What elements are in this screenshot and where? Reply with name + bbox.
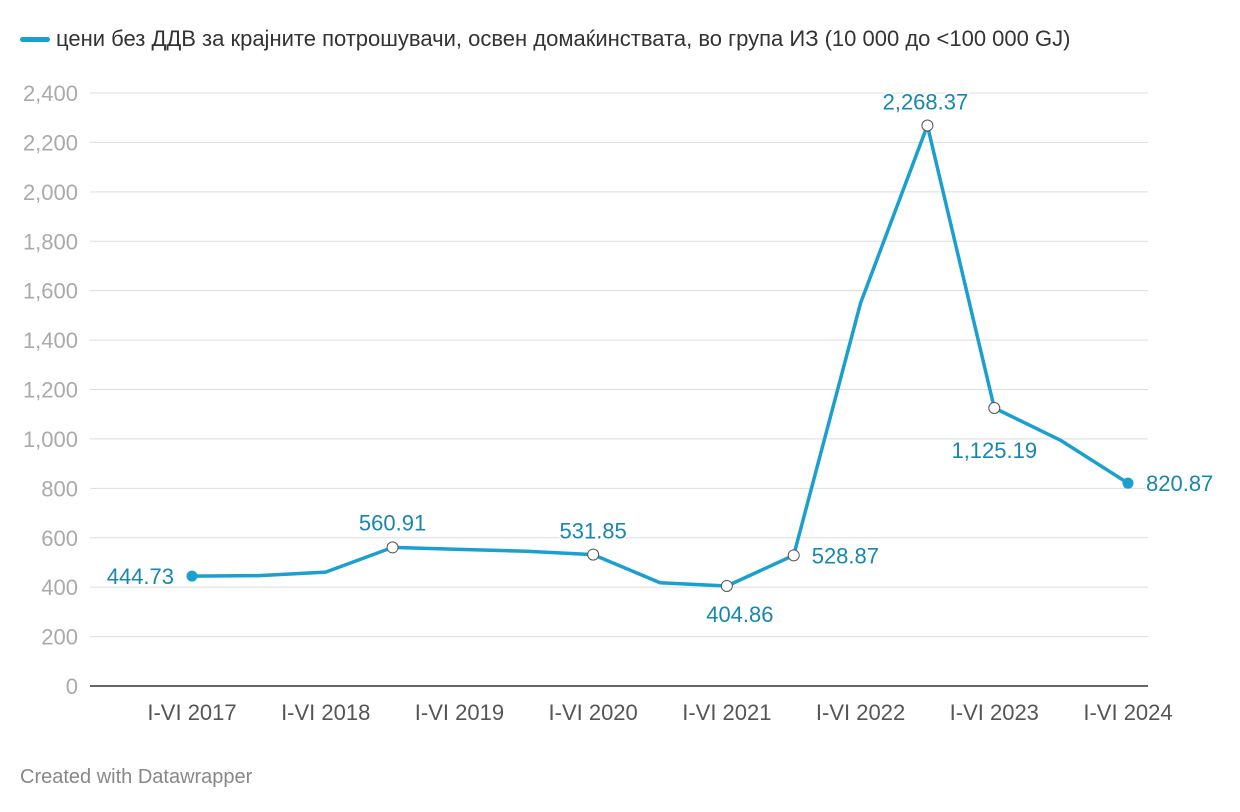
data-point-marker [186, 570, 198, 582]
x-tick-label: I-VI 2022 [816, 700, 905, 725]
y-tick-label: 1,000 [23, 427, 78, 452]
data-label: 820.87 [1146, 471, 1213, 496]
y-tick-label: 600 [41, 526, 78, 551]
data-label: 560.91 [359, 510, 426, 535]
legend-label: цени без ДДВ за крајните потрошувачи, ос… [56, 26, 1071, 51]
data-label: 2,268.37 [883, 90, 969, 115]
y-tick-label: 200 [41, 625, 78, 650]
series-line [190, 123, 1130, 588]
y-tick-label: 1,800 [23, 229, 78, 254]
x-tick-label: I-VI 2023 [950, 700, 1039, 725]
footer-credit: Created with Datawrapper [20, 766, 253, 788]
legend-swatch [20, 36, 50, 42]
y-tick-label: 1,400 [23, 328, 78, 353]
data-point-marker [787, 549, 800, 562]
x-tick-label: I-VI 2017 [147, 700, 236, 725]
legend: цени без ДДВ за крајните потрошувачи, ос… [20, 26, 1070, 52]
y-tick-label: 2,200 [23, 130, 78, 155]
y-tick-label: 2,400 [23, 81, 78, 106]
data-point-marker [921, 119, 934, 132]
data-point-marker [720, 579, 733, 592]
data-label: 1,125.19 [951, 438, 1037, 463]
y-tick-label: 2,000 [23, 180, 78, 205]
data-label: 444.73 [107, 564, 174, 589]
y-tick-label: 1,200 [23, 378, 78, 403]
data-point-marker [587, 548, 600, 561]
data-point-marker [988, 401, 1001, 414]
data-point-marker [386, 541, 399, 554]
x-tick-label: I-VI 2018 [281, 700, 370, 725]
y-tick-label: 0 [66, 674, 78, 699]
y-tick-label: 400 [41, 575, 78, 600]
x-tick-label: I-VI 2019 [415, 700, 504, 725]
x-tick-label: I-VI 2021 [682, 700, 771, 725]
data-label: 404.86 [706, 602, 773, 627]
data-label: 528.87 [812, 543, 879, 568]
y-tick-label: 800 [41, 476, 78, 501]
data-label: 531.85 [559, 519, 626, 544]
y-tick-label: 1,600 [23, 279, 78, 304]
x-tick-label: I-VI 2024 [1083, 700, 1172, 725]
data-point-marker [1122, 477, 1134, 489]
x-tick-label: I-VI 2020 [549, 700, 638, 725]
